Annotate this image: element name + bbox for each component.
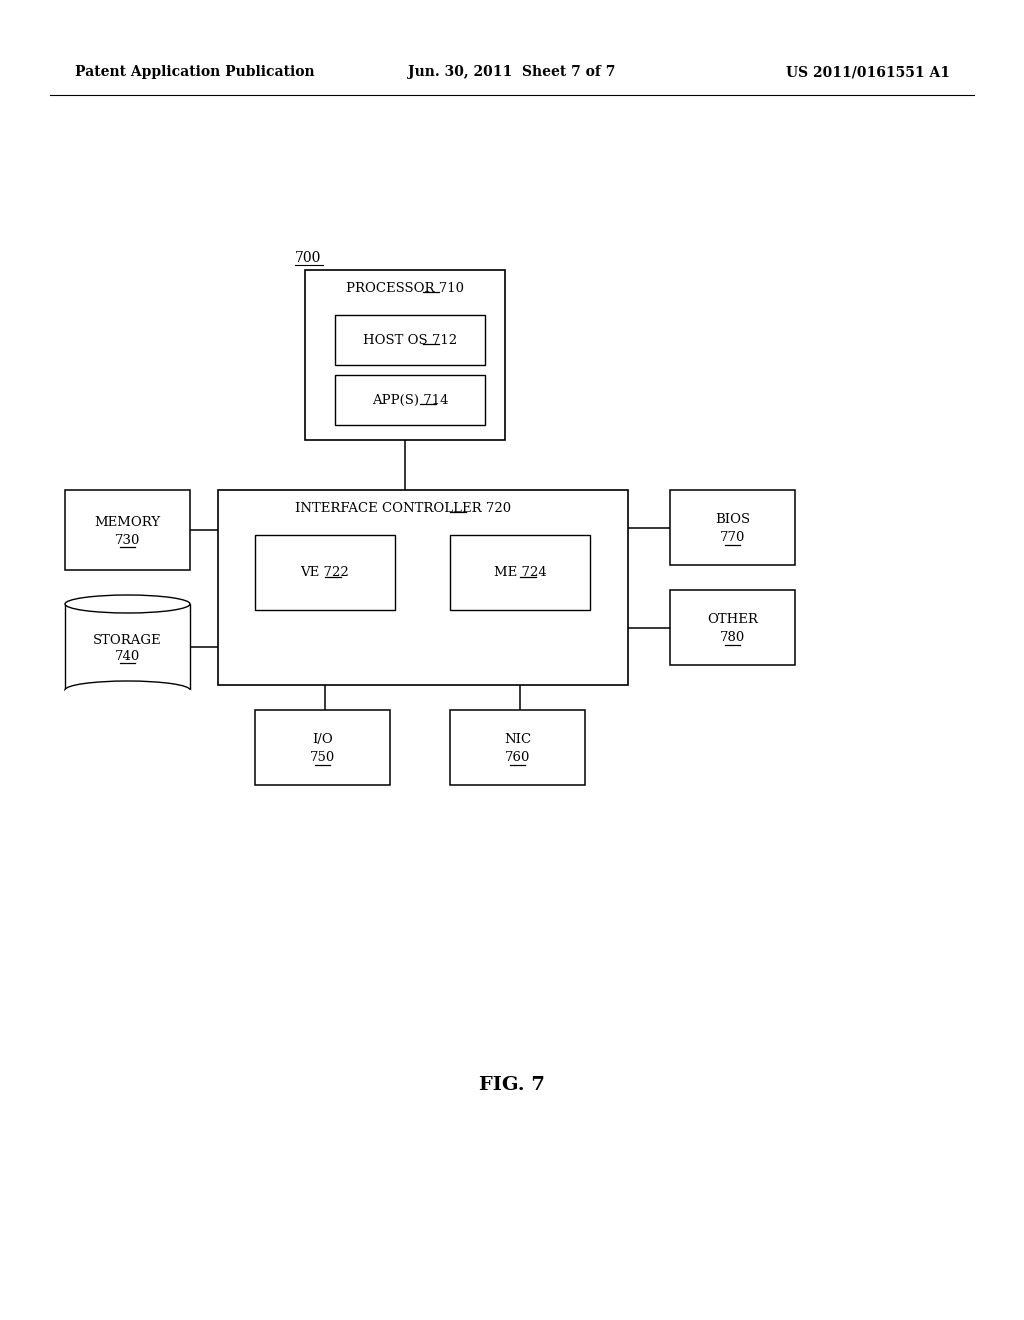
Bar	[670, 590, 795, 665]
Text: Patent Application Publication: Patent Application Publication	[75, 65, 314, 79]
Text: 770: 770	[720, 531, 745, 544]
Text: NIC: NIC	[504, 733, 531, 746]
Text: 740: 740	[115, 649, 140, 663]
Text: APP(S) 714: APP(S) 714	[372, 393, 449, 407]
Bar	[305, 271, 505, 440]
Text: ME 724: ME 724	[494, 566, 547, 579]
Bar	[335, 375, 485, 425]
Bar	[255, 710, 390, 785]
Text: 730: 730	[115, 533, 140, 546]
Polygon shape	[65, 690, 190, 700]
Bar	[450, 535, 590, 610]
Bar	[65, 605, 190, 690]
Text: 700: 700	[295, 251, 322, 265]
Text: HOST OS 712: HOST OS 712	[362, 334, 457, 346]
Text: 780: 780	[720, 631, 745, 644]
Ellipse shape	[65, 595, 190, 612]
Text: Jun. 30, 2011  Sheet 7 of 7: Jun. 30, 2011 Sheet 7 of 7	[409, 65, 615, 79]
Bar	[218, 490, 628, 685]
Text: OTHER: OTHER	[707, 612, 758, 626]
Text: PROCESSOR 710: PROCESSOR 710	[346, 281, 464, 294]
Bar	[670, 490, 795, 565]
Text: INTERFACE CONTROLLER 720: INTERFACE CONTROLLER 720	[295, 502, 511, 515]
Ellipse shape	[65, 681, 190, 700]
Bar	[255, 535, 395, 610]
Text: MEMORY: MEMORY	[94, 516, 161, 528]
Bar	[65, 490, 190, 570]
Text: I/O: I/O	[312, 733, 333, 746]
Text: 750: 750	[310, 751, 335, 764]
Text: BIOS: BIOS	[715, 513, 750, 525]
Text: US 2011/0161551 A1: US 2011/0161551 A1	[786, 65, 950, 79]
Text: FIG. 7: FIG. 7	[479, 1076, 545, 1094]
Bar	[450, 710, 585, 785]
Bar	[335, 315, 485, 366]
Text: 760: 760	[505, 751, 530, 764]
Text: STORAGE: STORAGE	[93, 634, 162, 647]
Text: VE 722: VE 722	[301, 566, 349, 579]
